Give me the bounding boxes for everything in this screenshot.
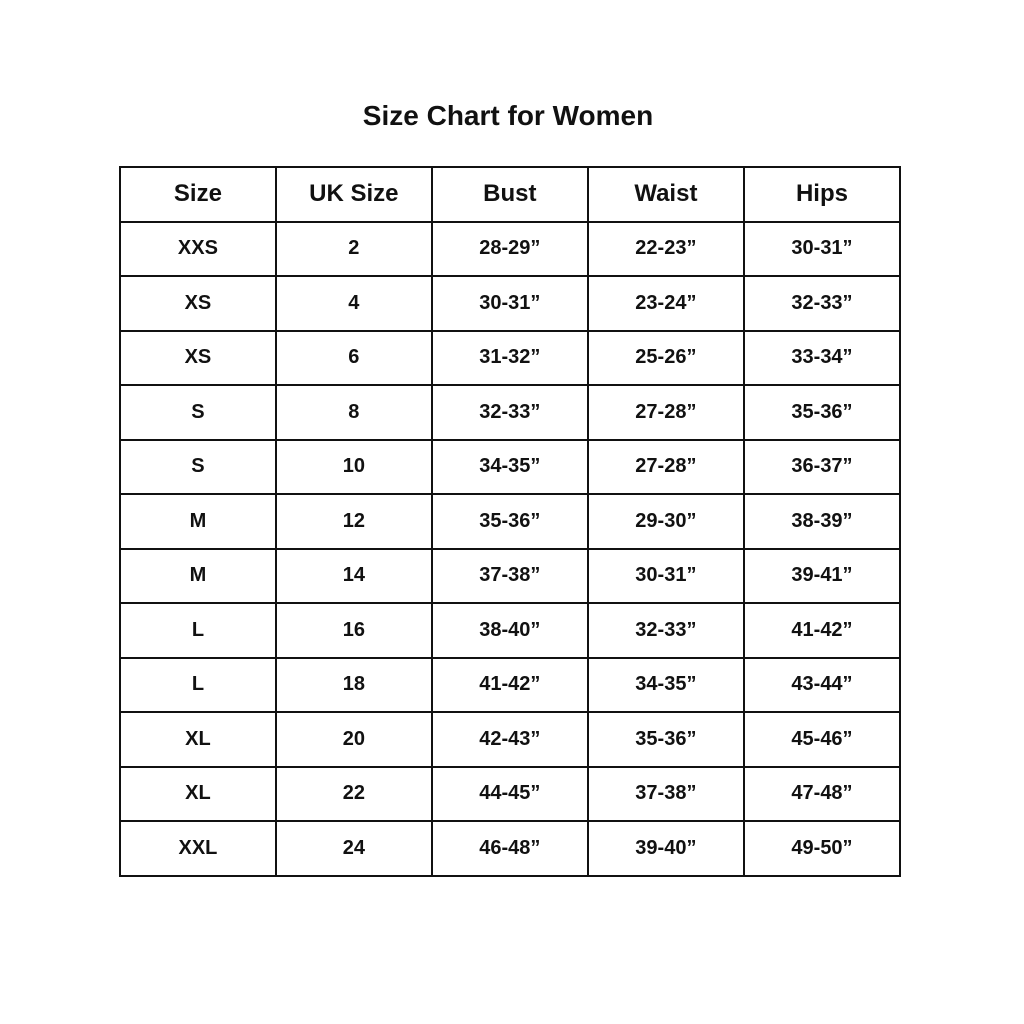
table-cell: 32-33” <box>742 275 902 332</box>
table-cell: 35-36” <box>430 493 589 550</box>
column-header: Size <box>119 166 277 223</box>
column-header: Waist <box>586 166 745 223</box>
table-cell: XL <box>119 765 277 822</box>
table-cell: 20 <box>274 711 433 768</box>
table-cell: 27-28” <box>586 384 745 441</box>
table-cell: 28-29” <box>430 220 589 277</box>
table-cell: 29-30” <box>586 493 745 550</box>
table-cell: 32-33” <box>586 602 745 659</box>
table-cell: 45-46” <box>742 711 902 768</box>
table-cell: 32-33” <box>430 384 589 441</box>
table-cell: 4 <box>274 275 433 332</box>
table-cell: 39-41” <box>742 547 902 604</box>
table-cell: 30-31” <box>742 220 902 277</box>
table-cell: 35-36” <box>742 384 902 441</box>
table-cell: 25-26” <box>586 329 745 386</box>
table-cell: 34-35” <box>430 438 589 495</box>
table-cell: 30-31” <box>586 547 745 604</box>
table-cell: 41-42” <box>742 602 902 659</box>
table-cell: XS <box>119 329 277 386</box>
table-row: XL 22 44-45” 37-38” 47-48” <box>119 765 902 822</box>
table-row: XXS 2 28-29” 22-23” 30-31” <box>119 220 902 277</box>
table-cell: 23-24” <box>586 275 745 332</box>
table-cell: XS <box>119 275 277 332</box>
column-header: Bust <box>430 166 589 223</box>
table-cell: 43-44” <box>742 656 902 713</box>
table-cell: 8 <box>274 384 433 441</box>
table-row: L 18 41-42” 34-35” 43-44” <box>119 656 902 713</box>
column-header: UK Size <box>274 166 433 223</box>
table-cell: 35-36” <box>586 711 745 768</box>
table-row: XS 4 30-31” 23-24” 32-33” <box>119 275 902 332</box>
table-cell: M <box>119 547 277 604</box>
size-chart-table: Size UK Size Bust Waist Hips XXS 2 28-29” 22-23… <box>119 166 902 877</box>
table-cell: 16 <box>274 602 433 659</box>
table-cell: L <box>119 656 277 713</box>
table-header-row: Size UK Size Bust Waist Hips <box>119 166 902 223</box>
table-cell: 38-39” <box>742 493 902 550</box>
table-cell: 41-42” <box>430 656 589 713</box>
table-cell: 31-32” <box>430 329 589 386</box>
table-cell: 42-43” <box>430 711 589 768</box>
table-cell: XXL <box>119 820 277 877</box>
table-cell: 39-40” <box>586 820 745 877</box>
table-cell: 18 <box>274 656 433 713</box>
table-cell: 30-31” <box>430 275 589 332</box>
table-cell: XXS <box>119 220 277 277</box>
table-cell: 10 <box>274 438 433 495</box>
table-row: XXL 24 46-48” 39-40” 49-50” <box>119 820 902 877</box>
table-cell: 33-34” <box>742 329 902 386</box>
table-cell: 47-48” <box>742 765 902 822</box>
table-cell: 37-38” <box>430 547 589 604</box>
table-cell: M <box>119 493 277 550</box>
table-cell: S <box>119 384 277 441</box>
table-cell: 34-35” <box>586 656 745 713</box>
table-cell: 14 <box>274 547 433 604</box>
table-cell: XL <box>119 711 277 768</box>
column-header: Hips <box>742 166 902 223</box>
table-cell: 38-40” <box>430 602 589 659</box>
table-row: L 16 38-40” 32-33” 41-42” <box>119 602 902 659</box>
table-cell: 44-45” <box>430 765 589 822</box>
table-cell: S <box>119 438 277 495</box>
table-cell: 49-50” <box>742 820 902 877</box>
table-cell: 22-23” <box>586 220 745 277</box>
table-row: XS 6 31-32” 25-26” 33-34” <box>119 329 902 386</box>
table-cell: 2 <box>274 220 433 277</box>
table-cell: 37-38” <box>586 765 745 822</box>
page-title: Size Chart for Women <box>362 100 654 131</box>
table-row: S 8 32-33” 27-28” 35-36” <box>119 384 902 441</box>
table-cell: 24 <box>274 820 433 877</box>
table-cell: 36-37” <box>742 438 902 495</box>
table-cell: 22 <box>274 765 433 822</box>
table-row: M 12 35-36” 29-30” 38-39” <box>119 493 902 550</box>
table-cell: 12 <box>274 493 433 550</box>
table-cell: 6 <box>274 329 433 386</box>
table-row: XL 20 42-43” 35-36” 45-46” <box>119 711 902 768</box>
table-cell: 27-28” <box>586 438 745 495</box>
table-cell: L <box>119 602 277 659</box>
table-row: S 10 34-35” 27-28” 36-37” <box>119 438 902 495</box>
table-cell: 46-48” <box>430 820 589 877</box>
table-row: M 14 37-38” 30-31” 39-41” <box>119 547 902 604</box>
